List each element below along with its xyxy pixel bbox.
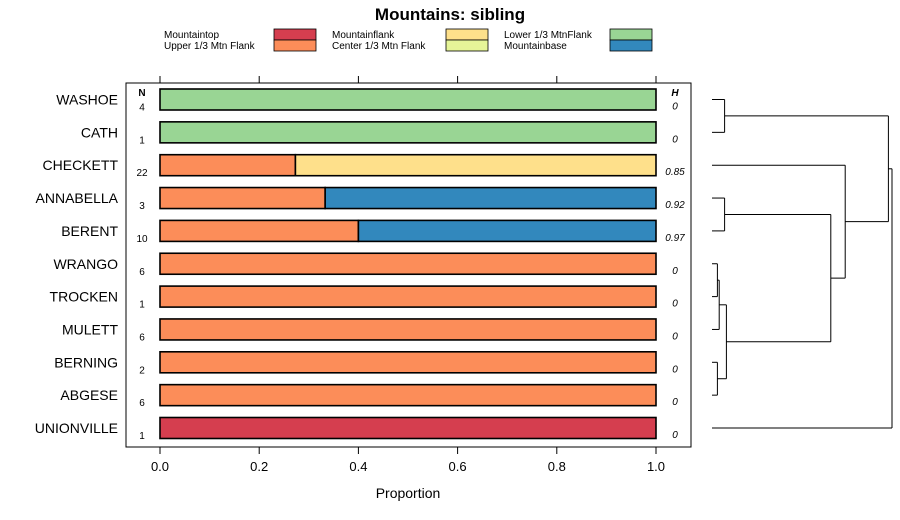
row-n-value: 6 <box>139 398 145 409</box>
x-tick-label: 0.0 <box>151 459 169 474</box>
row-n-value: 1 <box>139 300 145 311</box>
row-label: ABGESE <box>60 387 118 403</box>
bar-segment <box>294 153 657 177</box>
panel-frame <box>125 82 692 448</box>
legend-label: Center 1/3 Mtn Flank <box>332 41 426 52</box>
bar-segment <box>159 219 360 243</box>
row-label: BERENT <box>61 223 118 239</box>
row-h-value: 0 <box>672 430 678 441</box>
row-n-value: 4 <box>139 103 145 114</box>
bar-segment <box>159 121 657 144</box>
legend-swatch <box>445 39 489 52</box>
row-n-value: 1 <box>139 431 145 442</box>
bar-segment <box>159 285 657 308</box>
row-h-value: 0 <box>672 364 678 375</box>
row-h-value: 0.85 <box>665 167 685 178</box>
row-h-value: 0 <box>672 102 678 113</box>
x-tick-label: 1.0 <box>647 459 665 474</box>
bar-segment <box>159 318 657 341</box>
legend-swatch <box>273 28 317 41</box>
row-h-value: 0.97 <box>665 233 685 244</box>
x-tick-label: 0.6 <box>449 459 467 474</box>
bar-segment <box>159 153 297 177</box>
row-n-value: 3 <box>139 201 145 212</box>
legend-swatch <box>609 39 653 52</box>
row-label: BERNING <box>54 354 118 370</box>
bar-segment <box>159 88 657 111</box>
legend-swatch <box>609 28 653 41</box>
legend-label: Upper 1/3 Mtn Flank <box>164 41 256 52</box>
x-tick-label: 0.2 <box>250 459 268 474</box>
dendrogram <box>712 99 893 429</box>
bar-segment <box>159 252 657 276</box>
row-label: MULETT <box>62 321 118 337</box>
x-tick-label: 0.8 <box>548 459 566 474</box>
bar-segment <box>324 186 657 210</box>
legend-label: Mountainbase <box>504 41 567 52</box>
row-label: CHECKETT <box>43 157 119 173</box>
row-label: CATH <box>81 124 118 140</box>
row-h-value: 0 <box>672 266 678 277</box>
bar-segment <box>159 383 657 407</box>
row-h-value: 0.92 <box>665 200 685 211</box>
bar-segment <box>159 416 657 440</box>
chart-title: Mountains: sibling <box>375 5 525 24</box>
bar-segment <box>159 186 326 210</box>
row-label: WASHOE <box>56 92 118 108</box>
row-label: TROCKEN <box>50 289 118 305</box>
legend-label: Mountainflank <box>332 30 395 41</box>
bar-segment <box>357 219 657 243</box>
row-h-value: 0 <box>672 299 678 310</box>
row-n-value: 6 <box>139 267 145 278</box>
legend-label: Lower 1/3 MtnFlank <box>504 30 593 41</box>
h-header: H <box>671 88 679 99</box>
row-n-value: 10 <box>136 234 148 245</box>
row-h-value: 0 <box>672 331 678 342</box>
legend-label: Mountaintop <box>164 30 219 41</box>
x-tick-label: 0.4 <box>349 459 367 474</box>
row-n-value: 22 <box>136 168 148 179</box>
row-n-value: 6 <box>139 332 145 343</box>
legend-swatch <box>273 39 317 52</box>
n-header: N <box>138 88 145 99</box>
x-axis-label: Proportion <box>376 485 441 501</box>
row-h-value: 0 <box>672 397 678 408</box>
row-label: ANNABELLA <box>36 190 119 206</box>
row-label: WRANGO <box>53 256 118 272</box>
row-h-value: 0 <box>672 134 678 145</box>
row-label: UNIONVILLE <box>35 420 118 436</box>
row-n-value: 1 <box>139 135 145 146</box>
bar-segment <box>159 350 657 374</box>
row-n-value: 2 <box>139 365 145 376</box>
legend-swatch <box>445 28 489 41</box>
